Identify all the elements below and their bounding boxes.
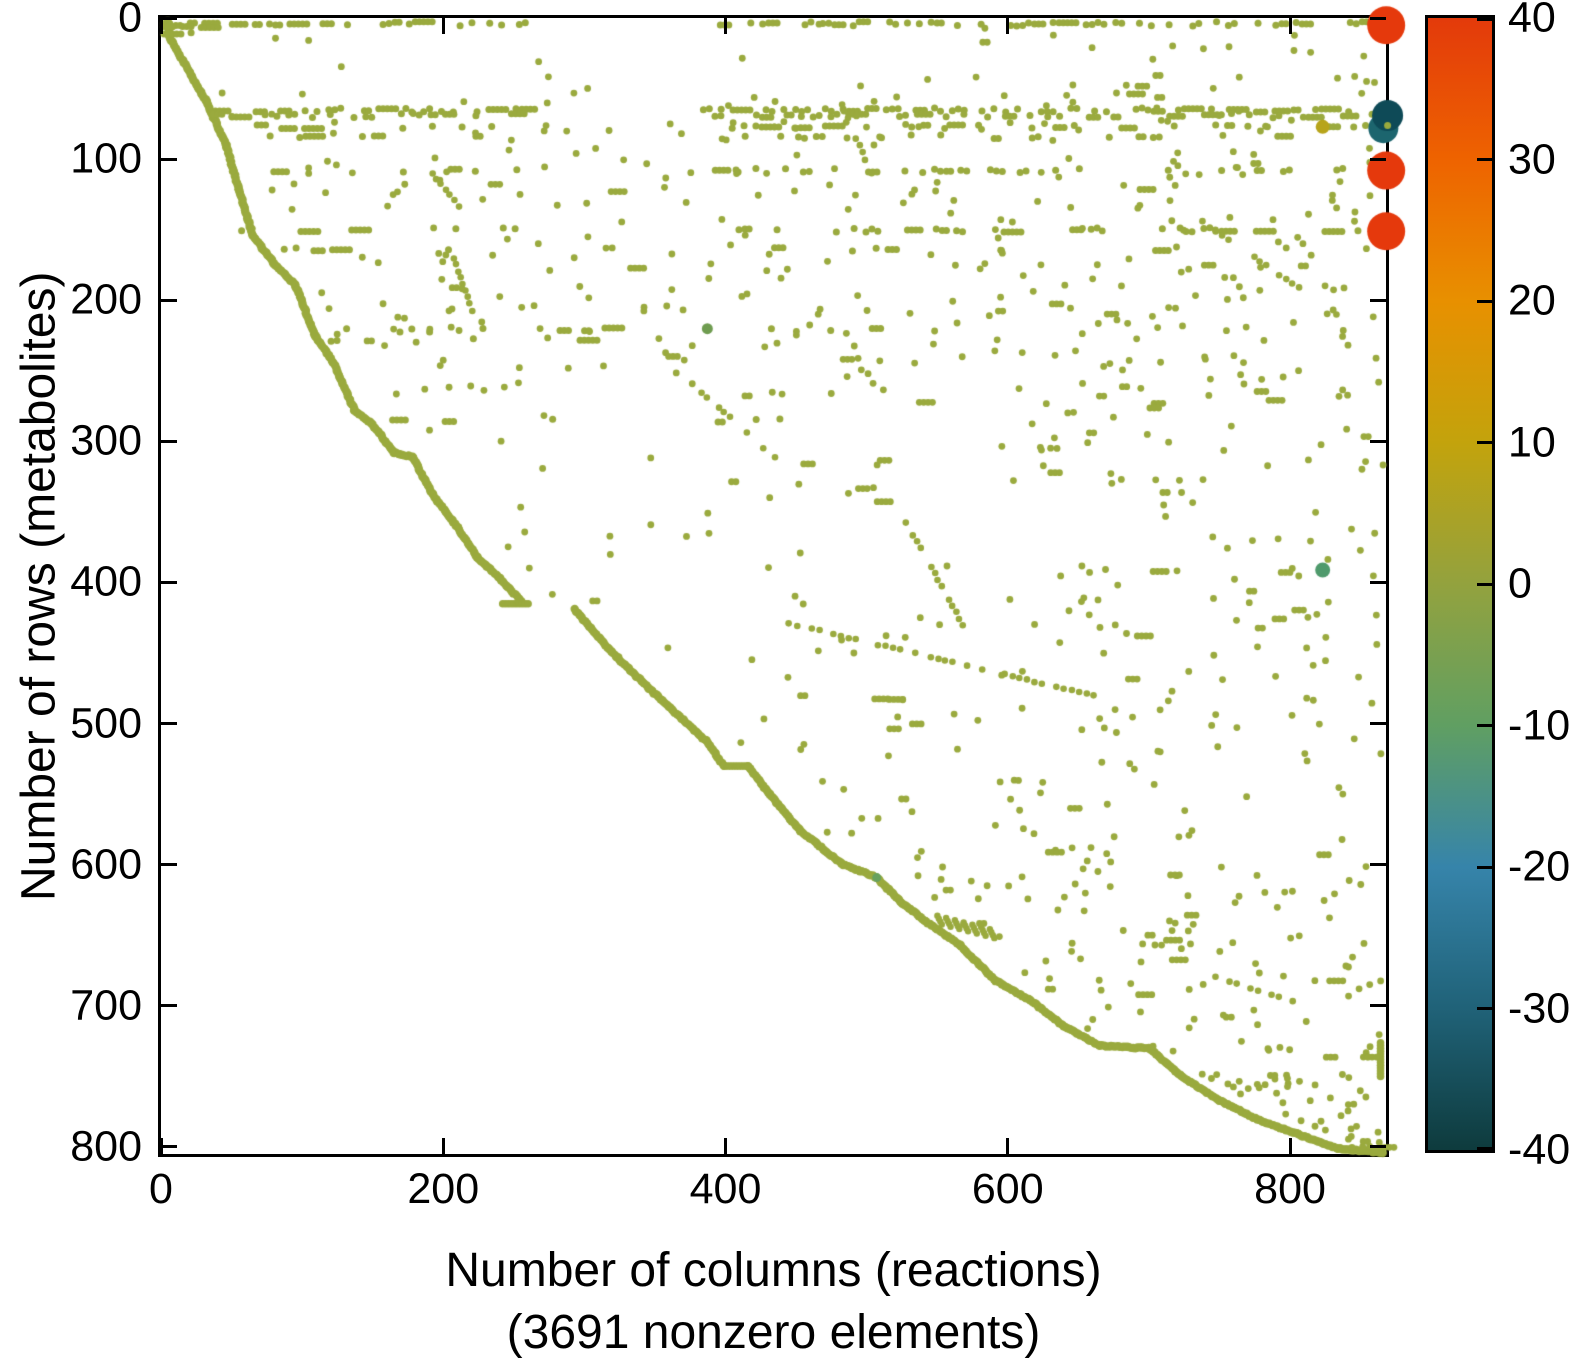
x-tick xyxy=(441,18,445,34)
colorbar-tick-label: 30 xyxy=(1508,135,1556,183)
y-tick xyxy=(1370,1004,1386,1008)
x-tick xyxy=(1288,1138,1292,1154)
colorbar-tick-label: -30 xyxy=(1508,984,1571,1032)
y-tick-label: 200 xyxy=(70,275,142,324)
x-axis-sublabel: (3691 nonzero elements) xyxy=(506,1306,1041,1359)
colorbar-tick xyxy=(1477,441,1492,444)
y-tick-label: 400 xyxy=(70,557,142,606)
y-tick xyxy=(161,722,177,726)
colorbar-tick-label: -20 xyxy=(1508,842,1571,891)
y-tick-label: 500 xyxy=(70,699,142,748)
y-tick xyxy=(1370,157,1386,161)
plot-area xyxy=(130,0,1423,1191)
y-tick xyxy=(161,298,177,302)
colorbar-tick xyxy=(1477,158,1492,161)
y-tick xyxy=(161,16,177,20)
colorbar-tick xyxy=(1477,299,1492,303)
y-tick xyxy=(1370,298,1386,302)
x-tick-label: 0 xyxy=(149,1165,173,1213)
colorbar-tick-label: 20 xyxy=(1508,276,1556,325)
colorbar-tick xyxy=(1477,865,1492,869)
y-tick-label: 0 xyxy=(118,0,142,42)
colorbar-tick xyxy=(1477,582,1492,586)
x-tick xyxy=(1006,1138,1010,1154)
colorbar-tick-label: -10 xyxy=(1508,701,1571,749)
x-tick-label: 600 xyxy=(971,1165,1044,1213)
x-tick xyxy=(724,1138,728,1154)
y-tick xyxy=(1370,16,1386,20)
x-tick xyxy=(1006,18,1010,34)
y-tick xyxy=(161,863,177,867)
colorbar-tick-label: -40 xyxy=(1508,1125,1571,1174)
y-tick xyxy=(161,157,177,161)
y-tick-label: 100 xyxy=(70,134,142,183)
y-tick xyxy=(161,1145,177,1149)
y-tick-label: 700 xyxy=(70,981,142,1030)
y-tick xyxy=(1370,863,1386,867)
y-tick xyxy=(1370,722,1386,726)
y-tick-label: 300 xyxy=(70,416,142,465)
y-tick xyxy=(161,1004,177,1008)
colorbar xyxy=(1425,15,1495,1153)
y-tick xyxy=(1370,580,1386,584)
colorbar-tick-label: 10 xyxy=(1508,418,1556,466)
y-tick xyxy=(1370,439,1386,443)
y-tick xyxy=(161,580,177,584)
y-tick-label: 600 xyxy=(70,840,142,889)
x-tick-label: 800 xyxy=(1254,1165,1326,1213)
colorbar-tick-label: 40 xyxy=(1508,0,1556,42)
y-tick-label: 800 xyxy=(70,1122,142,1171)
x-tick-label: 200 xyxy=(407,1165,480,1213)
x-tick xyxy=(724,18,728,34)
x-tick xyxy=(1288,18,1292,34)
colorbar-tick xyxy=(1477,1007,1492,1010)
x-tick xyxy=(159,18,163,34)
colorbar-tick xyxy=(1477,724,1492,727)
x-axis-label: Number of columns (reactions) xyxy=(445,1244,1102,1297)
scatter-canvas xyxy=(130,0,1423,1191)
y-tick xyxy=(161,439,177,443)
colorbar-tick-label: 0 xyxy=(1508,559,1532,608)
colorbar-tick xyxy=(1477,1147,1492,1150)
y-tick xyxy=(1370,1145,1386,1149)
colorbar-tick xyxy=(1477,18,1492,21)
x-tick xyxy=(441,1138,445,1154)
x-tick-label: 400 xyxy=(689,1165,762,1213)
